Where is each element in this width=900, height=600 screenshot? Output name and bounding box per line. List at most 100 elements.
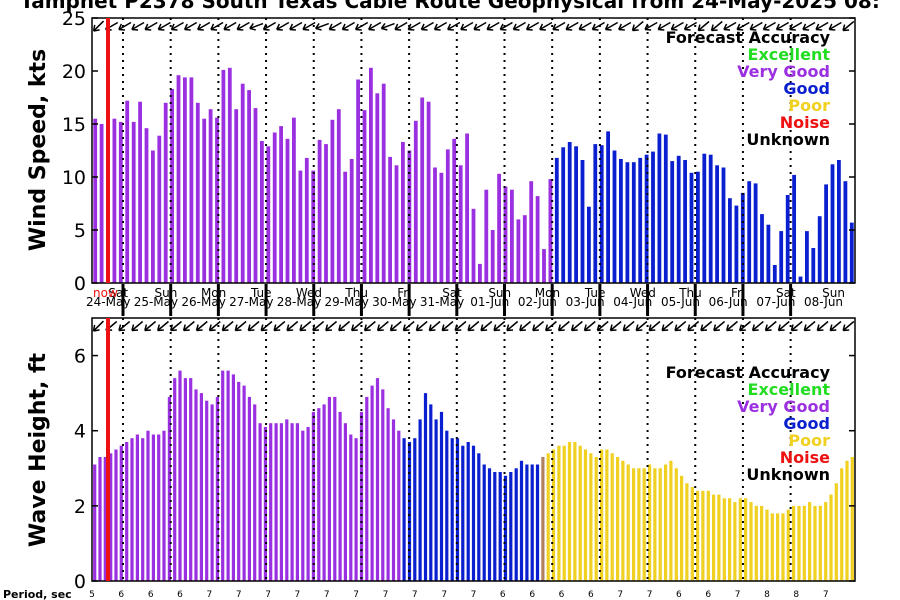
bar bbox=[317, 139, 322, 283]
direction-arrow bbox=[460, 21, 474, 31]
bar bbox=[497, 173, 501, 283]
y-tick-label: 20 bbox=[62, 61, 86, 83]
bar bbox=[797, 505, 801, 581]
direction-arrow bbox=[506, 320, 519, 332]
bar bbox=[548, 179, 553, 283]
bar bbox=[669, 460, 673, 581]
bar bbox=[226, 370, 230, 581]
bar bbox=[535, 196, 540, 283]
direction-arrow bbox=[713, 320, 726, 332]
day-date: 01-Jun bbox=[470, 295, 509, 309]
period-value: 5 bbox=[89, 590, 95, 600]
direction-arrow bbox=[170, 320, 182, 332]
bar bbox=[712, 494, 716, 581]
direction-arrow bbox=[739, 320, 751, 332]
direction-arrow bbox=[578, 21, 592, 31]
bar bbox=[509, 472, 513, 581]
direction-arrow bbox=[687, 320, 700, 332]
direction-arrow bbox=[92, 20, 105, 32]
bar bbox=[626, 464, 630, 581]
bar bbox=[702, 153, 707, 283]
bar bbox=[562, 445, 566, 581]
bar bbox=[747, 181, 752, 283]
period-value: 6 bbox=[118, 590, 124, 600]
bar bbox=[554, 157, 559, 283]
bar bbox=[413, 120, 418, 283]
bar bbox=[477, 453, 481, 581]
direction-arrow bbox=[157, 21, 171, 31]
bar bbox=[706, 490, 710, 581]
bar bbox=[423, 393, 428, 581]
bar bbox=[701, 490, 705, 581]
day-date: 30-May bbox=[372, 295, 416, 309]
day-date: 07-Jun bbox=[756, 295, 795, 309]
bar bbox=[616, 457, 620, 581]
direction-arrow bbox=[447, 21, 461, 31]
day-date: 05-Jun bbox=[661, 295, 700, 309]
bar bbox=[215, 117, 219, 283]
day-date: 27-May bbox=[229, 295, 273, 309]
bar bbox=[744, 498, 748, 581]
direction-arrow bbox=[545, 320, 557, 332]
bar bbox=[370, 385, 374, 581]
direction-arrow bbox=[635, 320, 648, 332]
wave-axes-frame bbox=[91, 317, 856, 582]
bar bbox=[541, 457, 545, 581]
bar bbox=[676, 155, 681, 283]
bar bbox=[802, 505, 806, 581]
bar bbox=[663, 134, 668, 283]
bar bbox=[458, 165, 463, 283]
bar bbox=[715, 165, 719, 283]
bar bbox=[445, 430, 449, 581]
bar bbox=[651, 151, 655, 283]
bar bbox=[263, 427, 267, 581]
bar bbox=[455, 438, 460, 581]
bar bbox=[680, 475, 684, 581]
direction-arrow bbox=[144, 320, 157, 332]
bar bbox=[529, 181, 534, 283]
bar bbox=[439, 172, 444, 283]
wave-bars bbox=[93, 370, 854, 581]
bar bbox=[817, 216, 822, 283]
direction-arrow bbox=[302, 21, 316, 31]
bar bbox=[397, 430, 401, 581]
day-date: 08-Jun bbox=[804, 295, 843, 309]
bar bbox=[493, 472, 497, 581]
bar bbox=[642, 468, 646, 581]
bar bbox=[279, 423, 283, 581]
direction-arrow bbox=[170, 21, 184, 31]
bar bbox=[260, 141, 264, 283]
period-value: 6 bbox=[705, 590, 711, 600]
direction-arrow bbox=[286, 320, 299, 332]
bar bbox=[221, 370, 225, 581]
bar bbox=[402, 438, 406, 581]
bar bbox=[279, 126, 283, 283]
direction-arrow bbox=[519, 320, 532, 332]
direction-arrow bbox=[789, 21, 803, 31]
direction-arrow bbox=[415, 320, 428, 332]
bar bbox=[401, 142, 405, 283]
bar bbox=[551, 449, 556, 581]
bar bbox=[173, 378, 177, 581]
bar bbox=[394, 165, 399, 283]
direction-arrow bbox=[539, 21, 553, 31]
period-value: 6 bbox=[177, 590, 183, 600]
period-value: 7 bbox=[265, 590, 271, 600]
day-date: 28-May bbox=[277, 295, 321, 309]
direction-arrow bbox=[674, 320, 687, 332]
bar bbox=[292, 117, 296, 283]
bar bbox=[753, 183, 758, 283]
direction-arrow bbox=[389, 320, 402, 332]
bar bbox=[696, 490, 700, 581]
bar bbox=[514, 468, 518, 581]
bar bbox=[717, 494, 721, 581]
period-value: 7 bbox=[617, 590, 623, 600]
direction-arrow bbox=[764, 320, 777, 332]
bar bbox=[574, 146, 578, 283]
bar bbox=[638, 157, 643, 283]
day-of-week: Wed bbox=[630, 286, 656, 300]
bar bbox=[98, 457, 102, 581]
legend-item: Very Good bbox=[737, 62, 830, 81]
period-value: 8 bbox=[764, 590, 770, 600]
